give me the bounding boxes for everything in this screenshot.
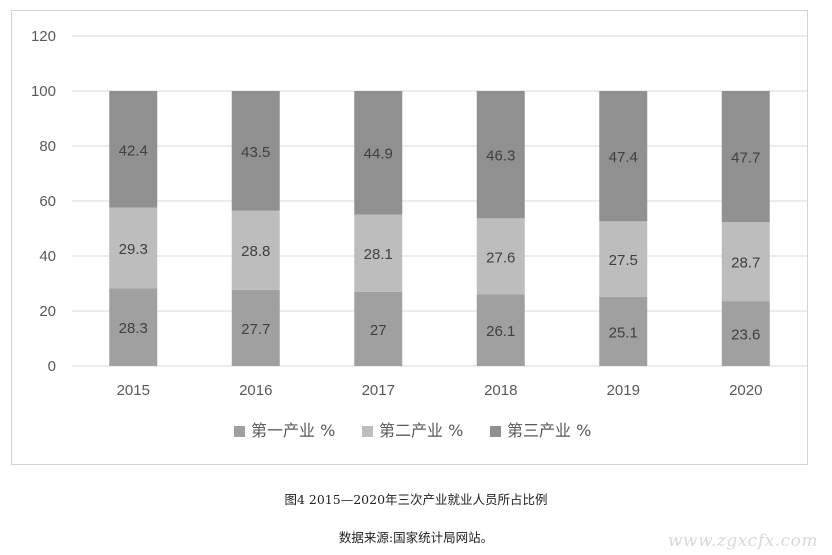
data-label: 26.1 — [486, 323, 515, 340]
data-label: 43.5 — [241, 144, 270, 161]
y-tick-label: 120 — [31, 28, 56, 45]
bar-segment — [354, 214, 403, 292]
legend-swatch — [490, 426, 501, 437]
bar-segment — [109, 207, 158, 289]
data-label: 29.3 — [119, 241, 148, 258]
x-tick-label: 2018 — [484, 382, 517, 399]
data-source-note: 数据来源:国家统计局网站。 — [338, 530, 494, 545]
data-label: 27.5 — [609, 252, 638, 269]
bar-segment — [599, 91, 648, 222]
bar-segment — [476, 294, 525, 366]
bar-segment — [231, 210, 280, 290]
x-tick-label: 2019 — [607, 382, 640, 399]
y-tick-label: 60 — [39, 193, 56, 210]
data-label: 42.4 — [119, 142, 148, 159]
bar-segment — [476, 218, 525, 295]
bar-segment — [231, 289, 280, 366]
bar-segment — [721, 301, 770, 366]
data-label: 23.6 — [731, 327, 760, 344]
bar-segment — [109, 288, 158, 366]
y-tick-label: 20 — [39, 303, 56, 320]
y-tick-label: 80 — [39, 138, 56, 155]
legend-label: 第二产业 % — [379, 421, 463, 440]
bar-segment — [476, 91, 525, 219]
bar-segment — [599, 296, 648, 366]
legend-label: 第三产业 % — [507, 421, 591, 440]
bar-segment — [721, 91, 770, 223]
data-label: 44.9 — [364, 146, 393, 163]
bar-segment — [354, 91, 403, 215]
bar-segment — [109, 91, 158, 208]
legend-swatch — [362, 426, 373, 437]
data-label: 27.7 — [241, 321, 270, 338]
chart-frame: 0 20 40 60 80 100 120 28.3 29.3 42.4 2015 27.7 28.8 4… — [11, 10, 808, 465]
data-label: 46.3 — [486, 148, 515, 165]
data-label: 47.4 — [609, 149, 638, 166]
y-tick-label: 0 — [48, 358, 56, 375]
bar-segment — [721, 222, 770, 302]
data-label: 28.1 — [364, 246, 393, 263]
x-tick-label: 2020 — [729, 382, 762, 399]
data-label: 28.3 — [119, 320, 148, 337]
bar-segment — [354, 291, 403, 366]
legend-label: 第一产业 % — [251, 421, 335, 440]
x-tick-label: 2015 — [117, 382, 150, 399]
data-label: 28.8 — [241, 243, 270, 260]
x-tick-label: 2016 — [239, 382, 272, 399]
bar-segment — [599, 221, 648, 297]
x-tick-label: 2017 — [362, 382, 395, 399]
data-label: 28.7 — [731, 255, 760, 272]
data-label: 27 — [370, 322, 387, 339]
figure-caption: 图4 2015—2020年三次产业就业人员所占比例 — [284, 492, 548, 507]
bar-segment — [231, 91, 280, 211]
y-tick-label: 40 — [39, 248, 56, 265]
data-label: 25.1 — [609, 324, 638, 341]
watermark: www.zgxcfx.com — [667, 531, 818, 551]
y-tick-label: 100 — [31, 83, 56, 100]
data-label: 27.6 — [486, 249, 515, 266]
legend-swatch — [234, 426, 245, 437]
data-label: 47.7 — [731, 150, 760, 167]
stacked-bar-chart: 0 20 40 60 80 100 120 28.3 29.3 42.4 2015 27.7 28.8 4… — [31, 28, 807, 440]
